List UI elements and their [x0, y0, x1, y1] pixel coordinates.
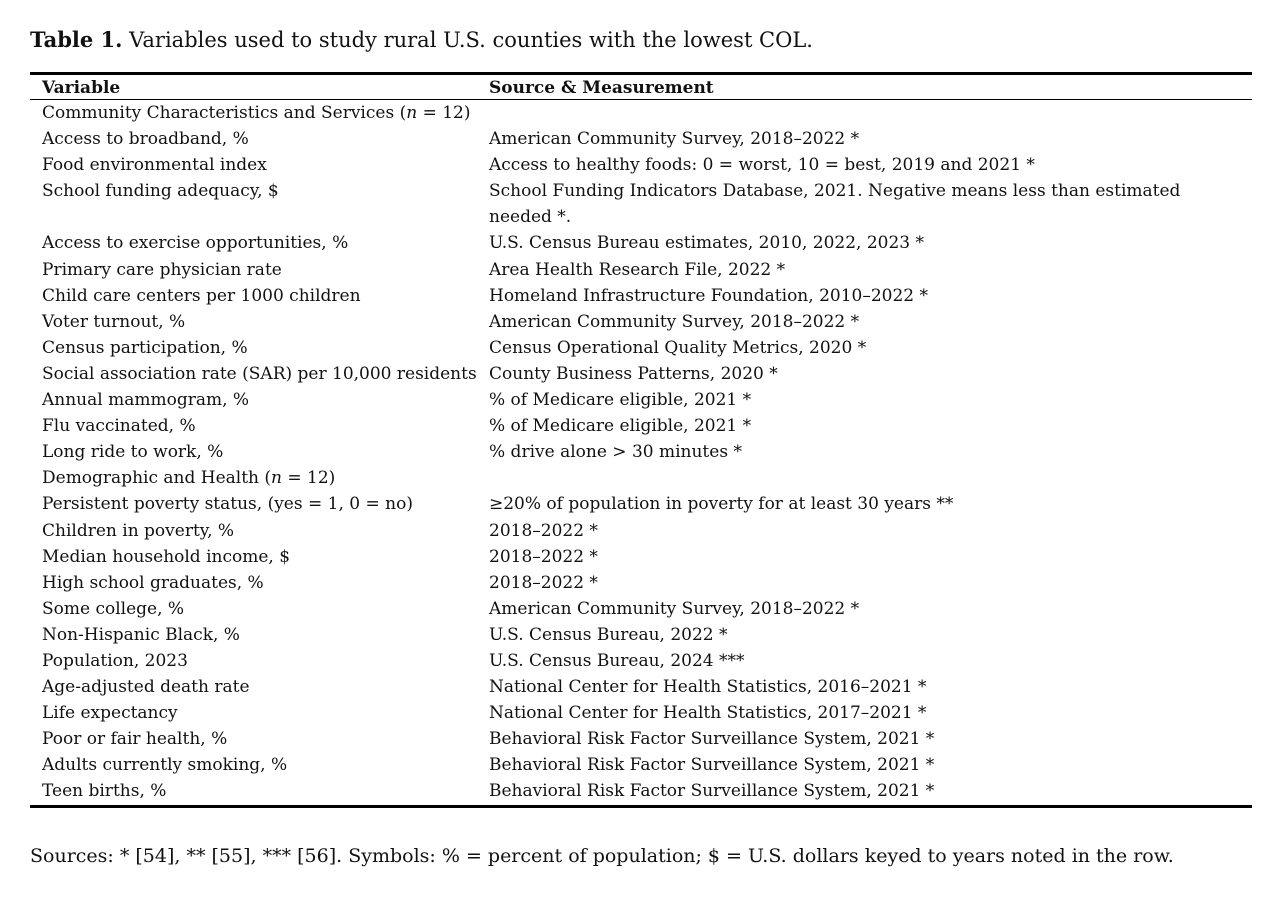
- table-row: Census participation, % Census Operationa…: [30, 335, 1252, 361]
- variable-cell: Population, 2023: [42, 650, 188, 671]
- source-cell: Behavioral Risk Factor Surveillance Syst…: [489, 729, 935, 750]
- table-row: Annual mammogram, % % of Medicare eligibl…: [30, 387, 1252, 413]
- table-row: Teen births, % Behavioral Risk Factor Sur…: [30, 778, 1252, 807]
- table-row: School funding adequacy, $ School Funding…: [30, 178, 1252, 230]
- table-row: Food environmental index Access to health…: [30, 152, 1252, 178]
- table-head: Variable Source & Measurement: [30, 73, 1252, 100]
- variable-cell: Children in poverty, %: [42, 520, 235, 541]
- section-label: = 12): [281, 468, 336, 489]
- source-cell: County Business Patterns, 2020 *: [489, 363, 778, 384]
- source-cell: U.S. Census Bureau estimates, 2010, 2022…: [489, 233, 924, 254]
- variable-cell: Access to exercise opportunities, %: [42, 233, 349, 254]
- variable-cell: Non-Hispanic Black, %: [42, 624, 240, 645]
- source-cell: School Funding Indicators Database, 2021…: [489, 181, 1181, 228]
- table-row: Access to broadband, % American Community…: [30, 126, 1252, 152]
- source-cell: Census Operational Quality Metrics, 2020…: [489, 337, 867, 358]
- source-cell: 2018–2022 *: [489, 572, 598, 593]
- source-cell: Behavioral Risk Factor Surveillance Syst…: [489, 755, 935, 776]
- table-row: Median household income, $ 2018–2022 *: [30, 544, 1252, 570]
- section-label: Community Characteristics and Services (: [42, 103, 407, 123]
- section-label-italic: n: [271, 468, 282, 489]
- variable-cell: High school graduates, %: [42, 572, 264, 593]
- source-cell: U.S. Census Bureau, 2024 ***: [489, 650, 745, 671]
- source-cell: 2018–2022 *: [489, 546, 598, 567]
- variable-cell: Child care centers per 1000 children: [42, 285, 361, 306]
- variable-cell: Median household income, $: [42, 546, 291, 567]
- section-row: Demographic and Health (n = 12): [30, 465, 1252, 491]
- table-row: Long ride to work, % % drive alone > 30 m…: [30, 439, 1252, 465]
- variable-cell: Voter turnout, %: [42, 311, 186, 332]
- table-row: Persistent poverty status, (yes = 1, 0 =…: [30, 491, 1252, 517]
- table-row: Social association rate (SAR) per 10,000…: [30, 361, 1252, 387]
- source-cell: American Community Survey, 2018–2022 *: [489, 311, 860, 332]
- variable-cell: Social association rate (SAR) per 10,000…: [42, 363, 477, 384]
- source-cell: Area Health Research File, 2022 *: [489, 259, 786, 280]
- caption-label: Table 1.: [30, 27, 123, 52]
- variable-cell: Age-adjusted death rate: [42, 677, 250, 698]
- header-cell: Source & Measurement: [489, 78, 714, 98]
- source-cell: Access to healthy foods: 0 = worst, 10 =…: [489, 155, 1035, 176]
- variable-cell: Teen births, %: [42, 781, 167, 802]
- table-footnote: Sources: * [54], ** [55], *** [56]. Symb…: [30, 845, 1174, 867]
- variable-cell: Flu vaccinated, %: [42, 416, 196, 437]
- section-label: = 12): [417, 103, 471, 123]
- variable-cell: Food environmental index: [42, 155, 267, 176]
- source-cell: % of Medicare eligible, 2021 *: [489, 416, 752, 437]
- source-cell: Homeland Infrastructure Foundation, 2010…: [489, 285, 928, 306]
- variable-cell: Annual mammogram, %: [42, 390, 250, 411]
- table-row: Children in poverty, % 2018–2022 *: [30, 518, 1252, 544]
- variable-cell: School funding adequacy, $: [42, 181, 279, 202]
- variable-cell: Persistent poverty status, (yes = 1, 0 =…: [42, 494, 413, 515]
- table-row: Life expectancy National Center for Healt…: [30, 700, 1252, 726]
- table-row: High school graduates, % 2018–2022 *: [30, 570, 1252, 596]
- source-cell: ≥20% of population in poverty for at lea…: [489, 494, 954, 515]
- source-cell: National Center for Health Statistics, 2…: [489, 677, 927, 698]
- variable-cell: Access to broadband, %: [42, 129, 249, 150]
- table-row: Primary care physician rate Area Health R…: [30, 257, 1252, 283]
- source-cell: American Community Survey, 2018–2022 *: [489, 598, 860, 619]
- table-caption: Table 1. Variables used to study rural U…: [30, 27, 813, 52]
- table-row: Age-adjusted death rate National Center f…: [30, 674, 1252, 700]
- section-cell: Community Characteristics and Services (…: [30, 100, 1252, 127]
- section-label: Demographic and Health (: [42, 468, 272, 489]
- source-cell: 2018–2022 *: [489, 520, 598, 541]
- variable-cell: Adults currently smoking, %: [42, 755, 288, 776]
- table-row: Population, 2023 U.S. Census Bureau, 2024…: [30, 648, 1252, 674]
- section-row: Community Characteristics and Services (…: [30, 100, 1252, 127]
- table-row: Adults currently smoking, % Behavioral Ri…: [30, 752, 1252, 778]
- source-cell: % of Medicare eligible, 2021 *: [489, 390, 752, 411]
- section-label-italic: n: [406, 103, 418, 123]
- variable-cell: Census participation, %: [42, 337, 248, 358]
- header-cell: Variable: [42, 78, 121, 98]
- source-cell: Behavioral Risk Factor Surveillance Syst…: [489, 781, 935, 802]
- caption-text: Variables used to study rural U.S. count…: [129, 28, 813, 52]
- section-cell: Demographic and Health (n = 12): [30, 465, 1252, 491]
- variable-cell: Life expectancy: [42, 703, 178, 724]
- table-row: Flu vaccinated, % % of Medicare eligible,…: [30, 413, 1252, 439]
- table-row: Poor or fair health, % Behavioral Risk Fa…: [30, 726, 1252, 752]
- variable-cell: Long ride to work, %: [42, 442, 224, 463]
- variable-cell: Poor or fair health, %: [42, 729, 228, 750]
- table-row: Access to exercise opportunities, % U.S. …: [30, 230, 1252, 256]
- table-body: Community Characteristics and Services (…: [30, 100, 1252, 807]
- table: Variable Source & Measurement Community …: [30, 72, 1252, 808]
- table-row: Child care centers per 1000 children Home…: [30, 283, 1252, 309]
- source-cell: U.S. Census Bureau, 2022 *: [489, 624, 728, 645]
- variable-cell: Some college, %: [42, 598, 185, 619]
- table-row: Voter turnout, % American Community Surve…: [30, 309, 1252, 335]
- variable-cell: Primary care physician rate: [42, 259, 282, 280]
- source-cell: % drive alone > 30 minutes *: [489, 442, 742, 463]
- header-row: Variable Source & Measurement: [30, 73, 1252, 100]
- table-row: Some college, % American Community Survey…: [30, 596, 1252, 622]
- source-cell: American Community Survey, 2018–2022 *: [489, 129, 860, 150]
- table-row: Non-Hispanic Black, % U.S. Census Bureau,…: [30, 622, 1252, 648]
- source-cell: National Center for Health Statistics, 2…: [489, 703, 927, 724]
